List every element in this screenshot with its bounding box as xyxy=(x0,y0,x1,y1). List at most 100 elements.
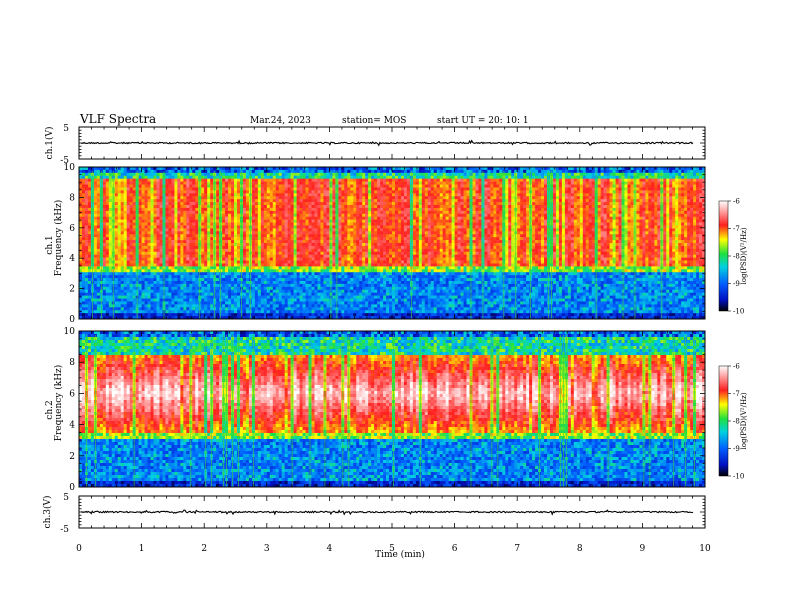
ch1-spectrogram-cell xyxy=(624,193,628,197)
ch1-spectrogram-cell xyxy=(684,222,688,226)
ch1-spectrogram-cell xyxy=(415,219,420,223)
ch1-spectrogram-cell xyxy=(380,167,384,171)
ch1-spectrogram-cell xyxy=(141,199,145,203)
ch1-spectrogram-cell xyxy=(266,202,271,206)
ch1-spectrogram-cell xyxy=(132,169,136,174)
ch1-spectrogram-cell xyxy=(275,178,280,182)
ch1-spectrogram-cell xyxy=(79,228,83,232)
ch1-spectrogram-cell xyxy=(570,184,575,188)
ch1-spectrogram-cell xyxy=(371,222,375,226)
ch1-spectrogram-cell xyxy=(275,167,280,171)
ch1-spectrogram-cell xyxy=(493,213,497,217)
ch1-spectrogram-cell xyxy=(168,234,172,238)
ch1-spectrogram-cell xyxy=(126,178,130,182)
ch1-spectrogram-cell xyxy=(353,219,357,223)
ch1-spectrogram-cell xyxy=(615,210,619,215)
ch1-spectrogram-cell xyxy=(332,199,336,203)
ch1-spectrogram-cell xyxy=(448,196,452,200)
ch1-spectrogram-cell xyxy=(520,202,524,206)
ch1-spectrogram-cell xyxy=(693,193,697,197)
ch1-spectrogram-cell xyxy=(147,169,151,174)
ch1-spectrogram-cell xyxy=(430,181,435,185)
ch1-spectrogram-cell xyxy=(484,219,488,223)
ch1-spectrogram-cell xyxy=(663,207,667,212)
ch1-spectrogram-cell xyxy=(567,172,572,177)
ch1-spectrogram-cell xyxy=(400,184,405,188)
ch1-spectrogram-cell xyxy=(245,228,250,232)
ch1-spectrogram-cell xyxy=(609,222,613,226)
ch1-spectrogram-cell xyxy=(236,205,241,209)
ch1-spectrogram-cell xyxy=(511,207,515,212)
ch1-spectrogram-cell xyxy=(639,231,643,235)
ch1-spectrogram-cell xyxy=(93,187,98,191)
ch1-spectrogram-cell xyxy=(192,213,196,217)
ch1-spectrogram-cell xyxy=(344,219,348,223)
ch1-spectrogram-cell xyxy=(511,175,515,179)
ch1-spectrogram-cell xyxy=(290,207,294,212)
ch1-spectrogram-cell xyxy=(609,225,613,229)
ch1-spectrogram-cell xyxy=(564,216,569,220)
ch1-spectrogram-cell xyxy=(320,172,324,177)
ch1-spectrogram-cell xyxy=(344,228,348,232)
ch1-spectrogram-cell xyxy=(400,193,405,197)
ch1-spectrogram-cell xyxy=(579,187,584,191)
ch1-spectrogram-cell xyxy=(281,225,285,229)
ch1-spectrogram-cell xyxy=(93,216,98,220)
ch1-spectrogram-cell xyxy=(177,178,181,182)
ch1-spectrogram-cell xyxy=(117,202,122,206)
ch1-spectrogram-cell xyxy=(87,219,92,223)
ch1-spectrogram-cell xyxy=(234,216,238,220)
ch1-spectrogram-cell xyxy=(183,222,187,226)
ch1-spectrogram-cell xyxy=(585,169,590,174)
ch1-spectrogram-cell xyxy=(463,187,467,191)
ch1-spectrogram-cell xyxy=(114,184,119,188)
ch1-spectrogram-cell xyxy=(195,184,199,188)
ch1-spectrogram-cell xyxy=(311,190,315,194)
ch1-spectrogram-cell xyxy=(287,172,291,177)
ch1-spectrogram-cell xyxy=(409,167,414,171)
ch1-spectrogram-cell xyxy=(508,190,512,194)
ch1-spectrogram-cell xyxy=(496,231,500,235)
ch1-spectrogram-cell xyxy=(672,199,676,203)
ch1-spectrogram-cell xyxy=(359,222,363,226)
ch1-spectrogram-cell xyxy=(201,207,205,212)
ch1-spectrogram-cell xyxy=(466,175,470,179)
ch1-spectrogram-cell xyxy=(287,210,291,215)
ch1-spectrogram-cell xyxy=(508,193,512,197)
ch1-spectrogram-cell xyxy=(624,202,628,206)
ch1-spectrogram-cell xyxy=(430,199,435,203)
ch1-spectrogram-cell xyxy=(293,196,297,200)
ch1-spectrogram-cell xyxy=(538,178,542,182)
ch1-spectrogram-cell xyxy=(195,193,199,197)
ch1-spectrogram-cell xyxy=(174,169,178,174)
ch1-spectrogram-cell xyxy=(544,231,548,235)
ch1-spectrogram-cell xyxy=(138,196,142,200)
ch1-spectrogram-cell xyxy=(627,196,631,200)
ch1-spectrogram-cell xyxy=(615,178,619,182)
ch1-spectrogram-cell xyxy=(597,231,601,235)
ch1-spectrogram-cell xyxy=(696,207,700,212)
ch1-spectrogram-cell xyxy=(526,199,530,203)
ch1-spectrogram-cell xyxy=(93,178,98,182)
ch1-spectrogram-cell xyxy=(666,184,670,188)
ch1-spectrogram-cell xyxy=(266,184,271,188)
ch1-spectrogram-cell xyxy=(225,172,229,177)
ch1-spectrogram-cell xyxy=(558,210,563,215)
ch1-spectrogram-cell xyxy=(403,190,408,194)
ch1-spectrogram-cell xyxy=(666,172,670,177)
ch1-spectrogram-cell xyxy=(216,184,220,188)
ch1-spectrogram-cell xyxy=(552,181,557,185)
ch1-spectrogram-cell xyxy=(102,193,107,197)
ch1-spectrogram-cell xyxy=(532,216,536,220)
ch1-spectrogram-cell xyxy=(96,219,101,223)
ch1-spectrogram-cell xyxy=(672,181,676,185)
ch1-spectrogram-cell xyxy=(275,187,280,191)
ch1-spectrogram-cell xyxy=(272,205,277,209)
ch1-spectrogram-cell xyxy=(555,207,560,212)
ch1-spectrogram-cell xyxy=(380,228,384,232)
ch1-spectrogram-cell xyxy=(642,207,646,212)
ch1-spectrogram-cell xyxy=(93,199,98,203)
ch1-spectrogram-cell xyxy=(460,167,464,171)
ch1-spectrogram-cell xyxy=(257,225,262,229)
ch1-spectrogram-cell xyxy=(579,169,584,174)
